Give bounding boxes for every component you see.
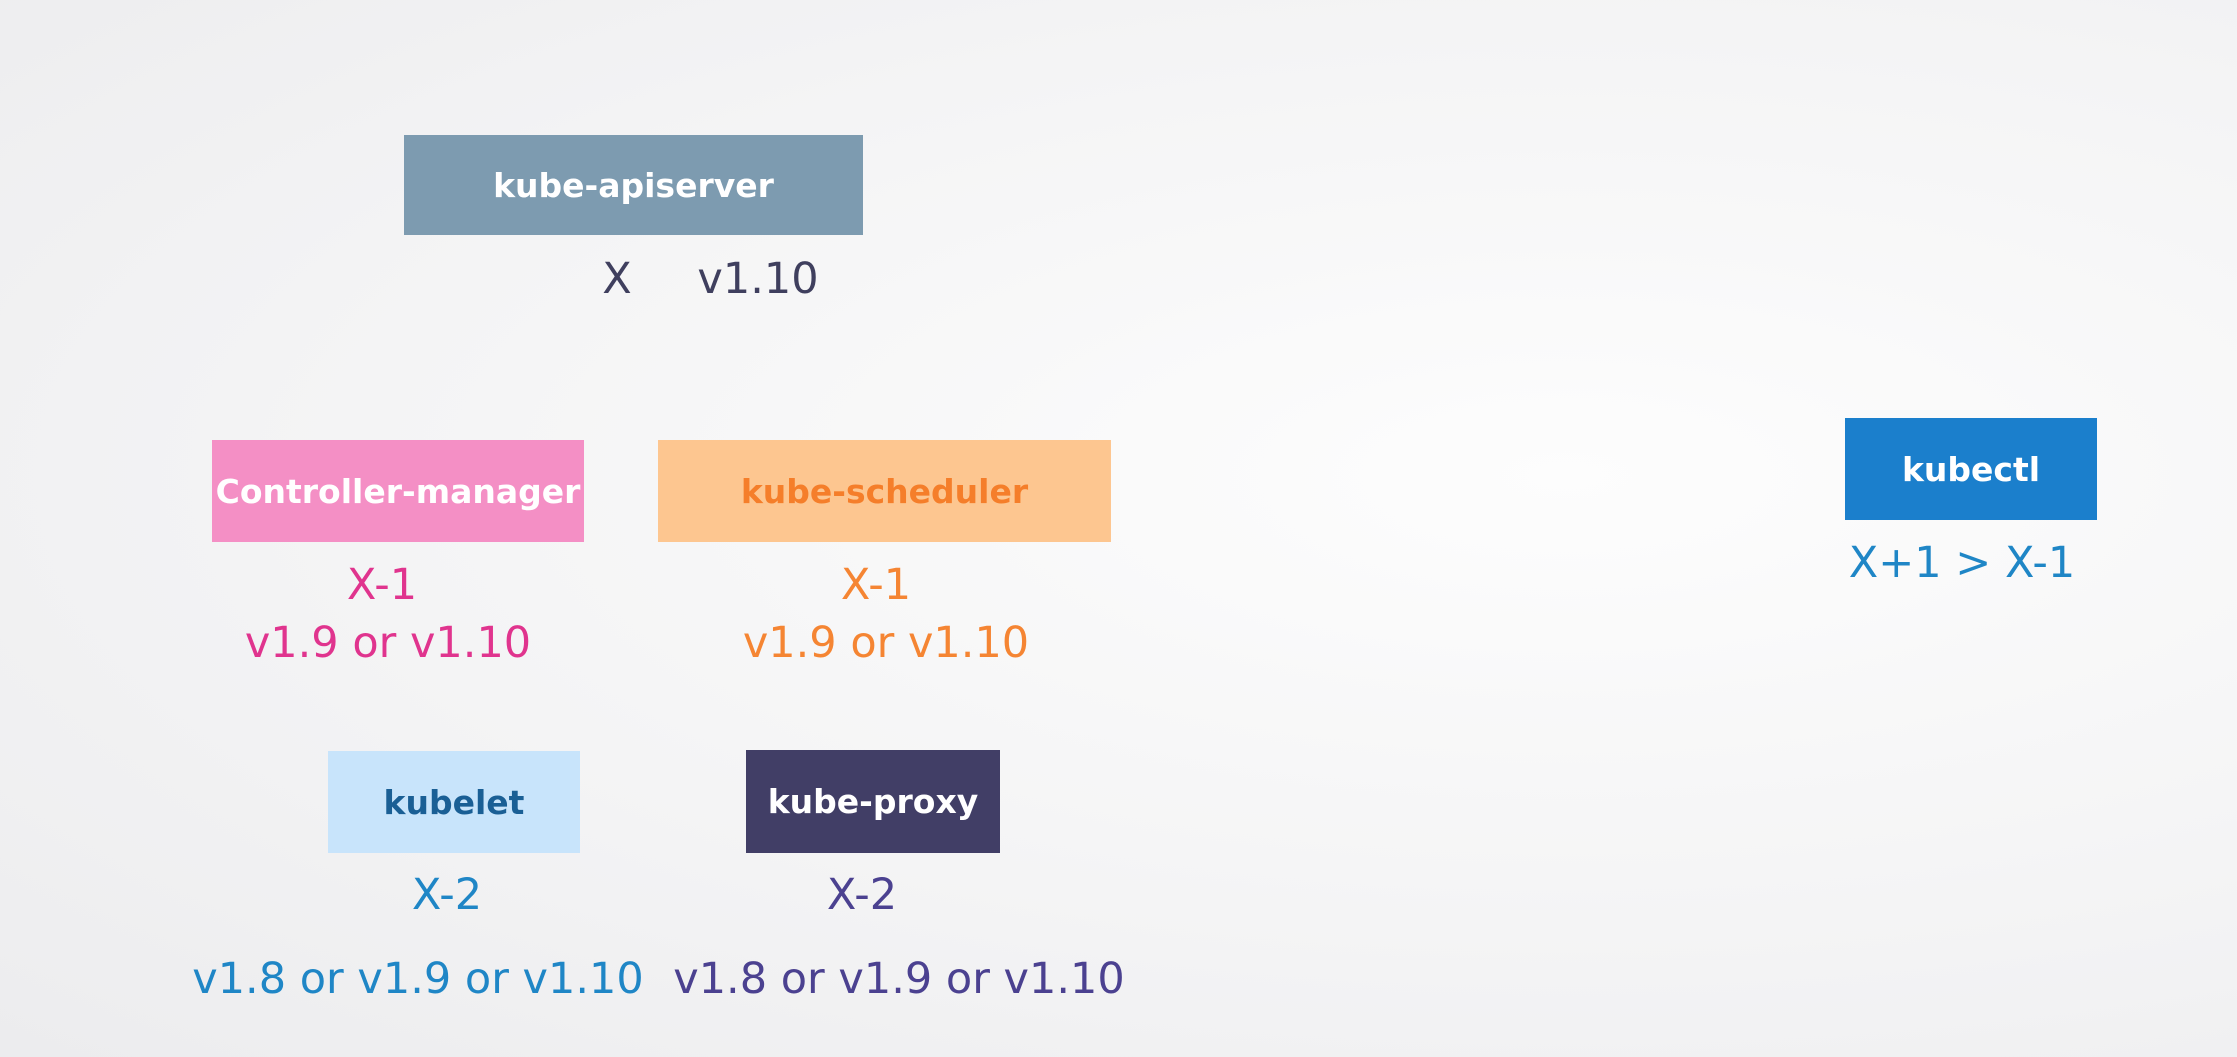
kube-scheduler-box: kube-scheduler [658,440,1111,542]
kube-scheduler-versions: v1.9 or v1.10 [742,618,1030,668]
kubelet-box: kubelet [328,751,580,853]
kube-apiserver-versions: v1.10 [697,254,819,304]
kubelet-rule: X-2 [411,870,483,920]
kubectl-rule: X+1 > X-1 [1848,538,2076,588]
controller-manager-box: Controller-manager [212,440,584,542]
kube-apiserver-rule: X [602,254,632,304]
kube-apiserver-box: kube-apiserver [404,135,863,235]
kube-scheduler-rule: X-1 [840,560,912,610]
controller-manager-rule: X-1 [346,560,418,610]
kubectl-box: kubectl [1845,418,2097,520]
kube-proxy-box: kube-proxy [746,750,1000,853]
kube-proxy-rule: X-2 [826,870,898,920]
kubelet-versions: v1.8 or v1.9 or v1.10 [192,954,644,1004]
controller-manager-versions: v1.9 or v1.10 [244,618,532,668]
kube-proxy-versions: v1.8 or v1.9 or v1.10 [673,954,1125,1004]
